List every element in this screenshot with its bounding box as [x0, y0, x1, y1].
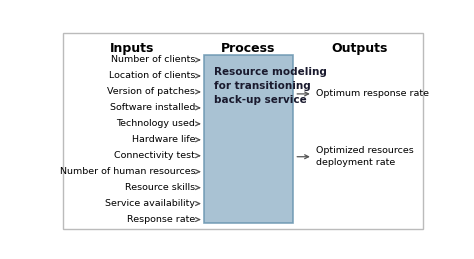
Text: Version of patches: Version of patches — [107, 87, 195, 96]
Text: Resource skills: Resource skills — [125, 183, 195, 192]
Text: Optimized resources
deployment rate: Optimized resources deployment rate — [317, 146, 414, 167]
Text: Outputs: Outputs — [331, 42, 388, 55]
Text: Resource modeling
for transitioning
back-up service: Resource modeling for transitioning back… — [213, 67, 327, 105]
Text: Inputs: Inputs — [109, 42, 154, 55]
Text: Response rate: Response rate — [127, 215, 195, 224]
Text: Software installed: Software installed — [110, 103, 195, 112]
Text: Optimum response rate: Optimum response rate — [317, 89, 429, 98]
Text: Location of clients: Location of clients — [109, 71, 195, 81]
Text: Technology used: Technology used — [116, 119, 195, 128]
Text: Number of clients: Number of clients — [111, 55, 195, 64]
Bar — [204, 55, 292, 222]
Text: Process: Process — [221, 42, 275, 55]
Text: Service availability: Service availability — [105, 199, 195, 208]
Text: Connectivity test: Connectivity test — [114, 151, 195, 160]
Text: Number of human resources: Number of human resources — [60, 167, 195, 176]
Text: Hardware life: Hardware life — [132, 135, 195, 144]
